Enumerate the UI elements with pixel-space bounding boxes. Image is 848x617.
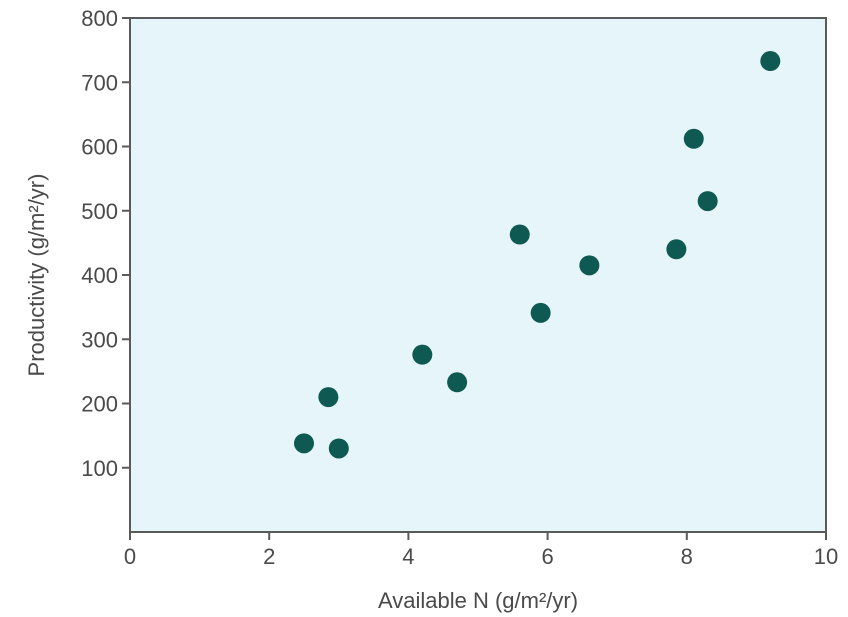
y-axis: 100 200 300 400 500 600 700 800 xyxy=(81,6,130,481)
y-tick-label: 600 xyxy=(81,135,118,160)
data-point xyxy=(447,372,468,393)
y-tick-label: 700 xyxy=(81,70,118,95)
data-point xyxy=(760,51,781,72)
y-tick-label: 100 xyxy=(81,456,118,481)
data-point xyxy=(683,128,704,149)
data-points xyxy=(294,51,781,459)
y-tick-label: 800 xyxy=(81,6,118,31)
x-tick-label: 4 xyxy=(402,544,414,569)
data-point xyxy=(412,344,433,365)
data-point xyxy=(328,438,349,459)
data-point xyxy=(530,302,551,323)
data-point xyxy=(509,224,530,245)
x-axis-title: Available N (g/m²/yr) xyxy=(378,588,578,613)
y-tick-label: 400 xyxy=(81,263,118,288)
data-point xyxy=(294,433,314,454)
x-axis: 0 2 4 6 8 10 xyxy=(124,532,838,569)
x-tick-label: 10 xyxy=(814,544,838,569)
plot-area xyxy=(129,17,827,533)
y-tick-label: 300 xyxy=(81,327,118,352)
y-axis-title: Productivity (g/m²/yr) xyxy=(24,174,49,377)
data-point xyxy=(666,239,687,260)
x-tick-label: 8 xyxy=(681,544,693,569)
data-point xyxy=(318,387,339,408)
y-tick-label: 500 xyxy=(81,199,118,224)
x-tick-label: 2 xyxy=(263,544,275,569)
data-point xyxy=(697,191,718,212)
data-point xyxy=(579,255,600,276)
x-tick-label: 6 xyxy=(541,544,553,569)
x-tick-label: 0 xyxy=(124,544,136,569)
y-tick-label: 200 xyxy=(81,392,118,417)
